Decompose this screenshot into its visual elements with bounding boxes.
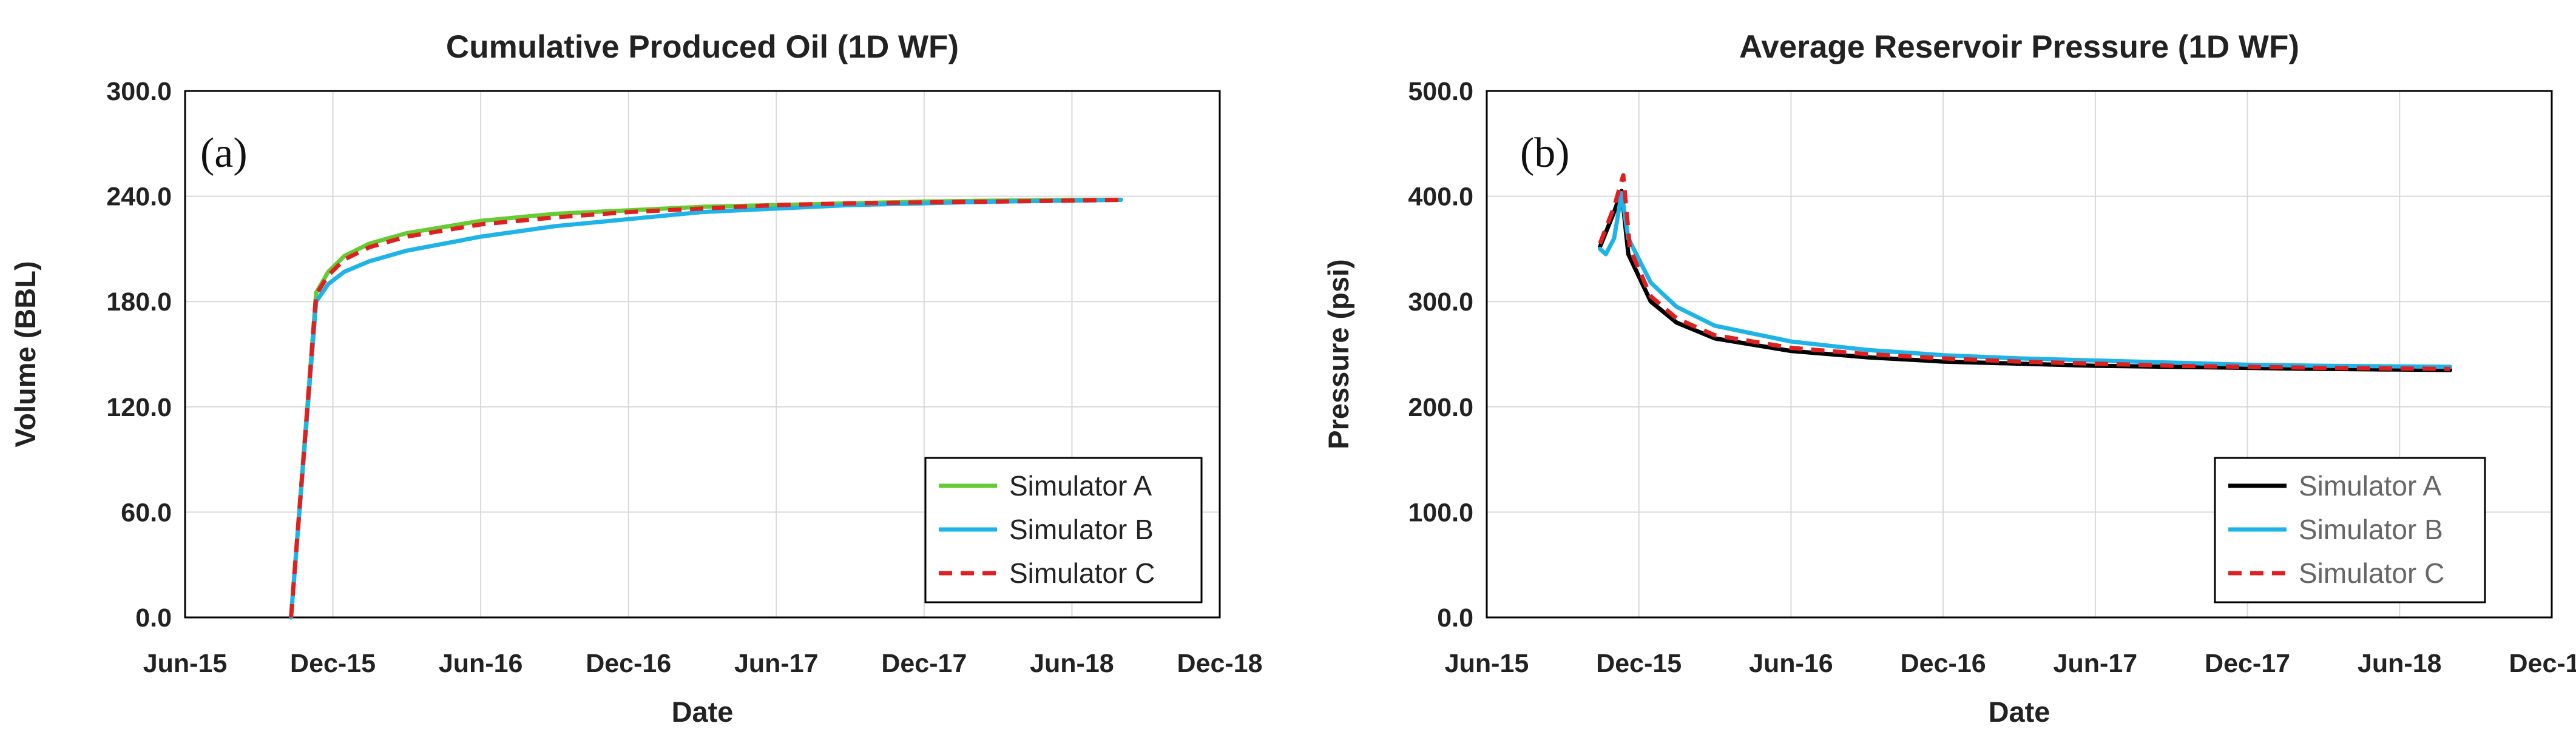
panel-label: (a) <box>200 130 248 176</box>
y-tick-label: 0.0 <box>135 603 172 633</box>
y-tick-label: 0.0 <box>1437 603 1473 633</box>
legend-entry-label: Simulator A <box>2299 470 2442 502</box>
legend-entry-label: Simulator A <box>1009 470 1152 502</box>
legend: Simulator A Simulator B Simulator C <box>924 457 1203 603</box>
x-tick-label: Dec-17 <box>881 649 967 678</box>
x-axis-title: Date <box>1989 696 2050 728</box>
legend-entry-label: Simulator C <box>1009 557 1155 589</box>
panel-label: (b) <box>1520 130 1570 176</box>
legend-entry-label: Simulator B <box>1009 514 1154 545</box>
x-tick-label: Dec-15 <box>1596 649 1682 678</box>
chart-title: Average Reservoir Pressure (1D WF) <box>1739 29 2299 65</box>
x-tick-label: Jun-16 <box>1749 649 1833 678</box>
legend-entry-label: Simulator C <box>2299 557 2444 589</box>
x-tick-label: Dec-17 <box>2205 649 2290 678</box>
x-tick-label: Jun-17 <box>734 649 819 678</box>
x-tick-label: Jun-15 <box>143 649 228 678</box>
legend-entry-label: Simulator B <box>2299 514 2443 545</box>
series-line-simulator-a <box>1598 189 2453 372</box>
plot-area <box>1486 90 2553 619</box>
y-tick-label: 500.0 <box>1408 77 1473 106</box>
series-line-simulator-c <box>289 197 1121 618</box>
y-tick-label: 120.0 <box>106 393 172 422</box>
x-axis-title: Date <box>672 696 734 728</box>
x-tick-label: Dec-18 <box>2509 649 2576 678</box>
chart-panel-a: Cumulative Produced Oil (1D WF) 0.0 60.0 12… <box>9 29 1263 728</box>
x-tick-label: Dec-15 <box>290 649 376 678</box>
legend: Simulator A Simulator B Simulator C <box>2214 457 2486 603</box>
y-tick-label: 60.0 <box>121 498 172 527</box>
x-tick-label: Dec-16 <box>586 649 671 678</box>
x-tick-label: Jun-15 <box>1445 649 1529 678</box>
chart-title: Cumulative Produced Oil (1D WF) <box>446 29 959 65</box>
y-tick-label: 300.0 <box>1408 287 1473 317</box>
y-tick-label: 300.0 <box>106 77 172 106</box>
x-tick-label: Jun-17 <box>2054 649 2138 678</box>
x-tick-label: Jun-18 <box>2358 649 2442 678</box>
series-line-simulator-c <box>1598 173 2450 371</box>
y-axis-title: Volume (BBL) <box>9 261 41 447</box>
series-line-simulator-b <box>1598 190 2453 369</box>
plot-area <box>184 90 1221 619</box>
y-tick-label: 400.0 <box>1408 183 1473 212</box>
x-tick-label: Dec-18 <box>1177 649 1262 678</box>
chart-panel-b: Average Reservoir Pressure (1D WF) 0.0 100… <box>1322 29 2576 728</box>
x-tick-label: Jun-16 <box>439 649 523 678</box>
y-tick-label: 200.0 <box>1408 393 1473 422</box>
y-tick-label: 180.0 <box>106 287 172 317</box>
y-axis-title: Pressure (psi) <box>1322 259 1354 449</box>
x-tick-label: Jun-18 <box>1030 649 1114 678</box>
x-tick-label: Dec-16 <box>1901 649 1986 678</box>
y-tick-label: 100.0 <box>1408 498 1473 527</box>
legend-box <box>2214 457 2486 603</box>
y-tick-label: 240.0 <box>106 183 172 212</box>
